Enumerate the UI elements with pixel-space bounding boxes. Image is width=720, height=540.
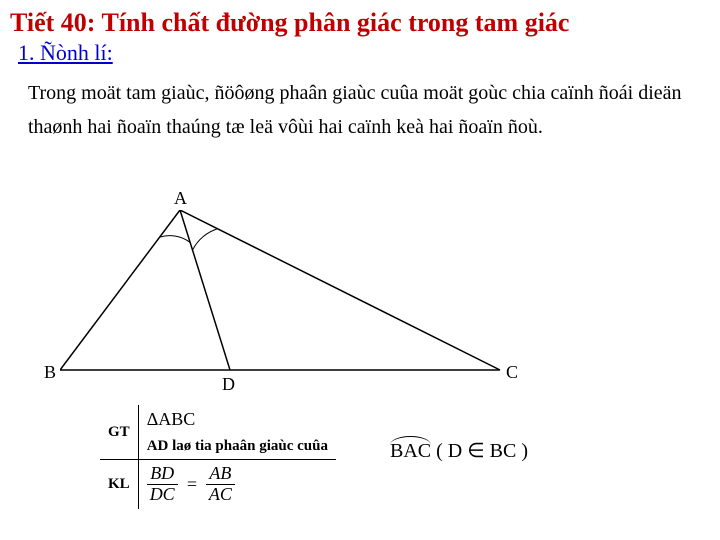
gt-label: GT — [100, 405, 138, 460]
angle-bac: BAC — [390, 440, 431, 463]
gt-text: AD laø tia phaân giaùc cuûa — [138, 434, 336, 460]
gt-kl-table: GT ΔABC AD laø tia phaân giaùc cuûa KL B… — [100, 405, 336, 509]
frac-num-1: BD — [147, 464, 178, 485]
frac-den-1: DC — [147, 485, 178, 505]
fraction-bd-dc: BD DC — [147, 464, 178, 505]
triangle-symbol: ΔABC — [147, 409, 196, 429]
triangle-svg — [60, 210, 530, 390]
frac-num-2: AB — [206, 464, 235, 485]
angle-condition: ( D ∈ BC ) — [436, 440, 528, 462]
triangle-diagram: A B D C — [60, 210, 530, 395]
frac-den-2: AC — [206, 485, 235, 505]
page-title: Tiết 40: Tính chất đường phân giác trong… — [0, 0, 720, 38]
vertex-label-a: A — [174, 188, 187, 209]
angle-expression: BAC ( D ∈ BC ) — [390, 438, 528, 463]
gt-triangle: ΔABC — [138, 405, 336, 434]
theorem-text: Trong moät tam giaùc, ñöôøng phaân giaùc… — [0, 66, 720, 144]
kl-label: KL — [100, 460, 138, 509]
section-heading: 1. Ñònh lí: — [0, 38, 720, 66]
equals-sign: = — [182, 474, 202, 494]
fraction-ab-ac: AB AC — [206, 464, 235, 505]
kl-expression: BD DC = AB AC — [138, 460, 336, 509]
vertex-label-d: D — [222, 374, 235, 395]
vertex-label-c: C — [506, 362, 518, 383]
vertex-label-b: B — [44, 362, 56, 383]
